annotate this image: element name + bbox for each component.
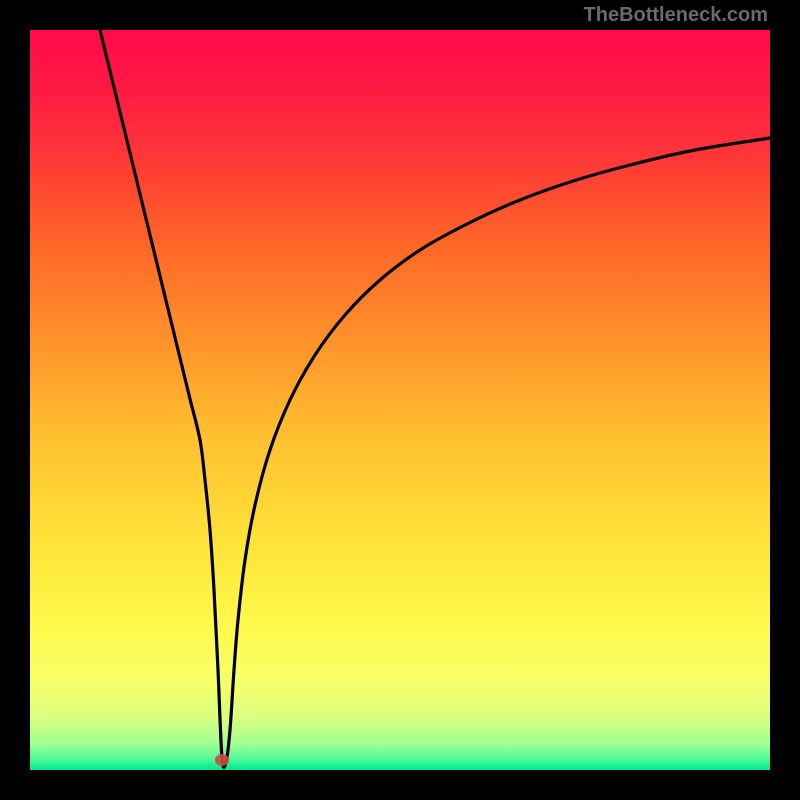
chart-root: TheBottleneck.com <box>0 0 800 800</box>
watermark-text: TheBottleneck.com <box>584 4 768 27</box>
curve-layer <box>30 30 770 770</box>
bottleneck-curve <box>100 30 770 768</box>
optimum-marker <box>215 754 229 766</box>
plot-area <box>30 30 770 770</box>
